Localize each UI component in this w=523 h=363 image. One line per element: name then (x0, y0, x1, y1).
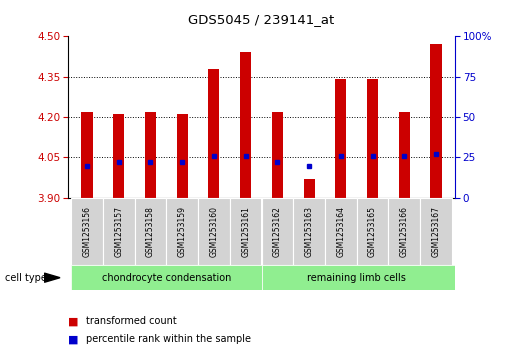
Bar (325, 198, 357, 265)
Bar (335, 79, 346, 198)
Bar (293, 198, 325, 265)
Bar (262, 265, 468, 290)
Text: chondrocyte condensation: chondrocyte condensation (101, 273, 231, 283)
Text: GSM1253157: GSM1253157 (114, 206, 123, 257)
Text: GSM1253164: GSM1253164 (336, 206, 345, 257)
Bar (399, 112, 410, 198)
Text: GDS5045 / 239141_at: GDS5045 / 239141_at (188, 13, 335, 26)
Text: GSM1253165: GSM1253165 (368, 206, 377, 257)
Text: transformed count: transformed count (86, 316, 177, 326)
Text: cell type: cell type (5, 273, 47, 283)
Bar (389, 198, 420, 265)
Text: GSM1253160: GSM1253160 (209, 206, 219, 257)
Bar (230, 198, 262, 265)
Bar (198, 198, 230, 265)
Bar (272, 112, 283, 198)
Bar (420, 198, 452, 265)
Text: GSM1253166: GSM1253166 (400, 206, 409, 257)
Bar (240, 52, 251, 198)
Bar (430, 44, 441, 198)
Polygon shape (44, 273, 60, 282)
Text: GSM1253163: GSM1253163 (304, 206, 314, 257)
Text: GSM1253162: GSM1253162 (273, 206, 282, 257)
Bar (357, 198, 389, 265)
Bar (82, 112, 93, 198)
Text: GSM1253158: GSM1253158 (146, 206, 155, 257)
Bar (145, 112, 156, 198)
Bar (367, 79, 378, 198)
Bar (177, 114, 188, 198)
Bar (166, 198, 198, 265)
Text: percentile rank within the sample: percentile rank within the sample (86, 334, 251, 344)
Text: ■: ■ (68, 316, 78, 326)
Text: GSM1253167: GSM1253167 (431, 206, 440, 257)
Bar (71, 265, 262, 290)
Text: remaining limb cells: remaining limb cells (307, 273, 406, 283)
Bar (134, 198, 166, 265)
Bar (262, 198, 293, 265)
Text: GSM1253161: GSM1253161 (241, 206, 250, 257)
Text: ■: ■ (68, 334, 78, 344)
Text: GSM1253159: GSM1253159 (178, 206, 187, 257)
Bar (103, 198, 134, 265)
Bar (71, 198, 103, 265)
Bar (303, 179, 315, 198)
Bar (113, 114, 124, 198)
Text: GSM1253156: GSM1253156 (83, 206, 92, 257)
Bar (208, 69, 220, 198)
